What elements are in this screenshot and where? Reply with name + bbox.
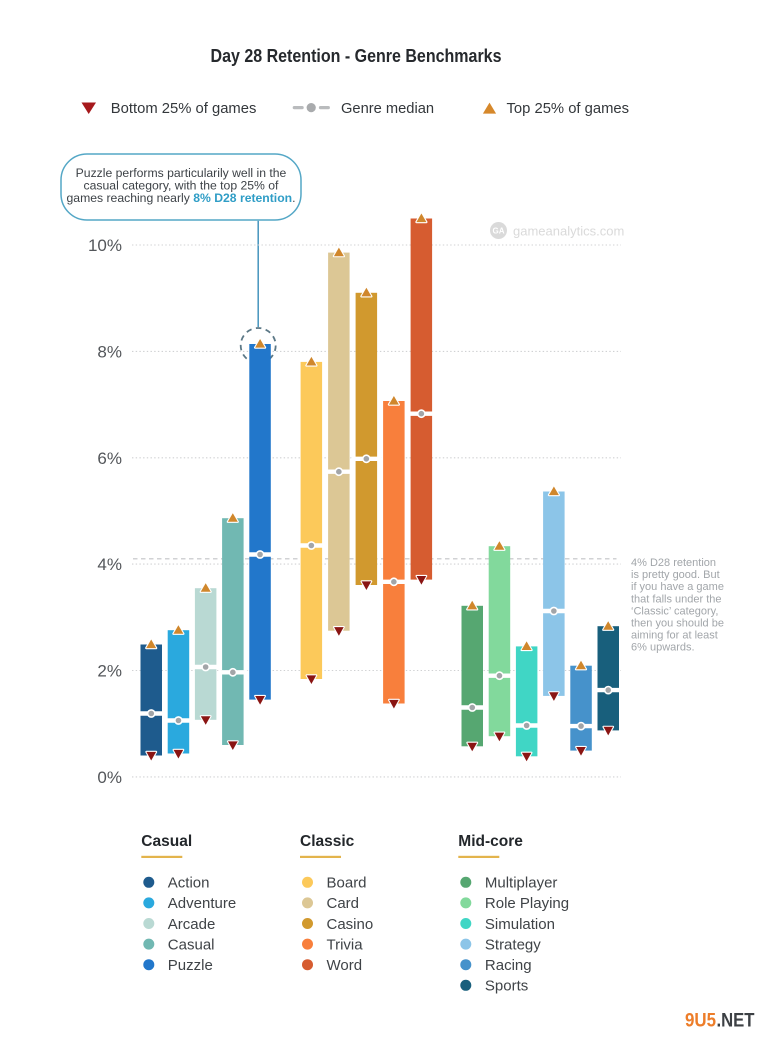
svg-text:Genre median: Genre median [341, 101, 434, 117]
svg-text:Casual: Casual [141, 833, 192, 850]
svg-text:Bottom 25% of games: Bottom 25% of games [111, 101, 257, 117]
svg-text:6% upwards.: 6% upwards. [631, 642, 695, 654]
svg-text:4% D28 retention: 4% D28 retention [631, 557, 716, 569]
svg-text:Multiplayer: Multiplayer [485, 875, 558, 892]
svg-text:4%: 4% [97, 555, 122, 574]
svg-text:2%: 2% [97, 662, 122, 681]
svg-text:Action: Action [168, 875, 210, 892]
svg-text:Strategy: Strategy [485, 936, 541, 953]
svg-text:Racing: Racing [485, 957, 532, 974]
svg-text:aiming for at least: aiming for at least [631, 630, 718, 642]
svg-text:0%: 0% [97, 768, 122, 787]
svg-text:games reaching nearly 8% D28 r: games reaching nearly 8% D28 retention. [67, 191, 296, 205]
svg-text:10%: 10% [88, 236, 122, 255]
svg-text:.NET: .NET [717, 1010, 755, 1032]
svg-text:Card: Card [327, 895, 360, 912]
svg-text:Mid-core: Mid-core [458, 833, 523, 850]
svg-text:Arcade: Arcade [168, 916, 216, 933]
svg-text:gameanalytics.com: gameanalytics.com [513, 224, 624, 239]
svg-text:Puzzle: Puzzle [168, 957, 213, 974]
svg-text:Day 28 Retention - Genre Bench: Day 28 Retention - Genre Benchmarks [211, 45, 502, 66]
svg-text:Casual: Casual [168, 936, 215, 953]
svg-text:is pretty good. But: is pretty good. But [631, 569, 720, 581]
svg-text:Classic: Classic [300, 833, 355, 850]
svg-text:9U5: 9U5 [685, 1010, 716, 1032]
svg-text:Simulation: Simulation [485, 916, 555, 933]
svg-text:Board: Board [327, 875, 367, 892]
svg-text:Word: Word [327, 957, 363, 974]
svg-text:Adventure: Adventure [168, 895, 236, 912]
svg-text:Top 25% of games: Top 25% of games [507, 101, 630, 117]
svg-text:6%: 6% [97, 449, 122, 468]
svg-text:Puzzle performs particularily: Puzzle performs particularily well in th… [76, 166, 287, 180]
svg-text:GA: GA [493, 227, 505, 236]
svg-text:Casino: Casino [327, 916, 374, 933]
svg-text:if you have a game: if you have a game [631, 581, 724, 593]
svg-text:‘Classic’ category,: ‘Classic’ category, [631, 605, 718, 617]
svg-text:Trivia: Trivia [327, 936, 364, 953]
svg-text:8%: 8% [97, 342, 122, 361]
svg-text:Role Playing: Role Playing [485, 895, 569, 912]
svg-text:casual category, with the top: casual category, with the top 25% of [84, 178, 279, 192]
svg-text:then you should be: then you should be [631, 618, 724, 630]
svg-text:that falls under the: that falls under the [631, 593, 722, 605]
svg-text:Sports: Sports [485, 978, 528, 995]
